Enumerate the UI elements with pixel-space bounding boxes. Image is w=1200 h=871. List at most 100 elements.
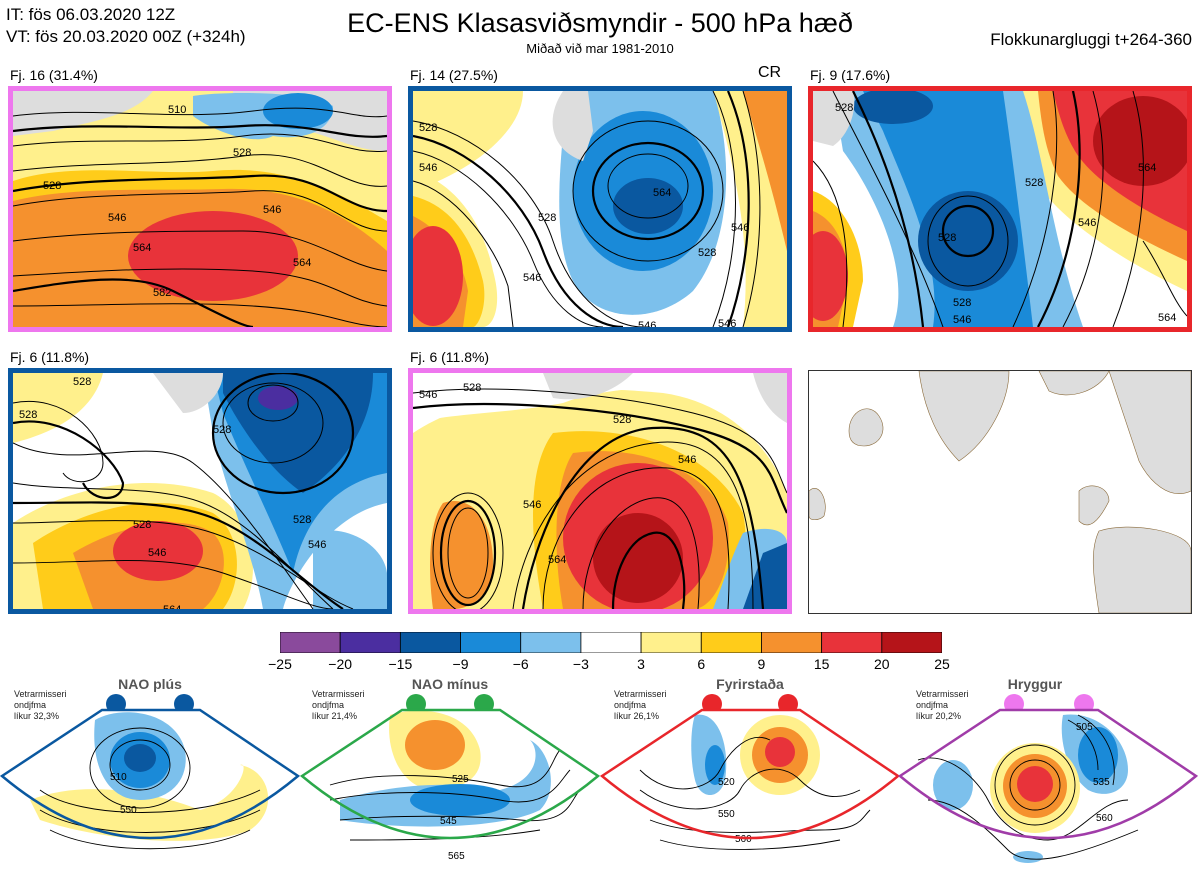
regime-title-nao-minus: NAO mínus: [411, 676, 489, 692]
issue-time: IT: fös 06.03.2020 12Z: [6, 5, 176, 24]
regime-map-blocking: 520 550 560: [600, 694, 901, 850]
height-contours: [813, 91, 1187, 327]
regime-map-nao-minus: 525 545 565: [300, 694, 601, 862]
colorbar-tick-label: −6: [512, 656, 529, 672]
anomaly-area: [128, 211, 298, 301]
contour-label: 550: [120, 805, 137, 816]
anomaly-area: [743, 543, 787, 609]
anomaly-area: [413, 373, 787, 423]
note-line: Vetrarmisseri: [916, 689, 969, 699]
height-contours: [13, 107, 387, 327]
colorbar-tick-label: 6: [697, 656, 706, 672]
contour-label: 528: [73, 376, 91, 388]
contour-label: 528: [953, 297, 971, 309]
colorbar-swatch: [580, 631, 642, 654]
note-line: Vetrarmisseri: [312, 689, 365, 699]
cluster-map-2: 528 546 528 546 546 528 546 546 564: [408, 86, 792, 332]
regime-sector-border: [0, 708, 301, 840]
colorbar-tick-label: 20: [874, 656, 890, 672]
height-contours-major: [413, 403, 787, 609]
panel-label-4: Fj. 6 (11.8%): [10, 349, 90, 365]
contour-label: 564: [548, 554, 566, 566]
anomaly-area: [1013, 851, 1043, 863]
regime-map-ridge: 505 535 560: [898, 694, 1199, 863]
colorbar-swatch: [640, 631, 702, 654]
anomaly-area: [813, 231, 848, 321]
anomaly-area: [1078, 727, 1118, 783]
contour-label: 560: [735, 834, 752, 845]
land-area: [1038, 371, 1110, 396]
land-area: [753, 373, 787, 423]
anomaly-area: [124, 744, 156, 772]
contour-label: 528: [233, 147, 251, 159]
contour-label: 564: [653, 187, 671, 199]
contour-label: 510: [110, 772, 127, 783]
regime-map-nao-plus: 510 550: [0, 694, 301, 850]
contour-label: 564: [1138, 162, 1156, 174]
contour-label: 546: [731, 222, 749, 234]
contour-label: 564: [293, 257, 311, 269]
land-area: [153, 373, 223, 413]
panel-label-5: Fj. 6 (11.8%): [410, 349, 490, 365]
colorbar-swatch: [399, 631, 461, 654]
land-area: [918, 371, 1010, 462]
contour-label: 546: [419, 389, 437, 401]
contour-label: 565: [448, 851, 465, 862]
note-line: líkur 26,1%: [614, 711, 660, 721]
note-line: líkur 21,4%: [312, 711, 358, 721]
contour-label: 564: [133, 242, 151, 254]
contour-label: 546: [263, 204, 281, 216]
contour-label: 560: [1096, 813, 1113, 824]
colorbar-swatch: [460, 631, 522, 654]
colorbar-swatch: [761, 631, 823, 654]
note-line: Vetrarmisseri: [614, 689, 667, 699]
anomaly-area: [705, 745, 725, 785]
contour-label: 546: [523, 272, 541, 284]
contour-label: 546: [638, 320, 656, 327]
height-contours: [917, 714, 1139, 860]
contour-label: 546: [148, 547, 166, 559]
panel-label-1: Fj. 16 (31.4%): [10, 67, 98, 83]
regime-note-nao-minus: Vetrarmisseri ondjfma líkur 21,4%: [312, 689, 365, 722]
contour-label: 528: [419, 122, 437, 134]
contour-label: 528: [463, 382, 481, 394]
contour-label: 525: [452, 774, 469, 785]
note-line: líkur 20,2%: [916, 711, 962, 721]
land-area: [1092, 526, 1191, 613]
anomaly-area: [918, 191, 1018, 291]
regime-note-ridge: Vetrarmisseri ondjfma líkur 20,2%: [916, 689, 969, 722]
colorbar-swatch: [520, 631, 582, 654]
regime-title-nao-plus: NAO plús: [118, 676, 182, 692]
colorbar-swatch: [881, 631, 943, 654]
contour-label: 546: [523, 499, 541, 511]
land-area: [1108, 371, 1191, 494]
contour-label: 546: [678, 454, 696, 466]
note-line: ondjfma: [14, 700, 47, 710]
colorbar-tick-label: −15: [388, 656, 413, 672]
contour-label: 528: [835, 102, 853, 114]
land-area: [1078, 485, 1110, 526]
contour-label: 564: [1158, 312, 1176, 324]
height-contours-major: [852, 91, 1081, 327]
anomaly-area: [410, 784, 510, 816]
cluster-map-5: 546 528 528 546 546 564: [408, 368, 792, 614]
height-contours: [13, 382, 354, 609]
height-contours: [413, 388, 787, 609]
cluster-map-3: 528 564 528 546 528 546 528 564: [808, 86, 1192, 332]
regime-sector-border: [300, 708, 601, 840]
contour-label: 546: [1078, 217, 1096, 229]
panel-label-3: Fj. 9 (17.6%): [810, 67, 891, 83]
colorbar-tick-label: −25: [268, 656, 292, 672]
regime-sector-border: [600, 708, 901, 840]
land-area: [13, 91, 153, 136]
colorbar-tick-label: 15: [813, 656, 830, 672]
regime-sector-border: [898, 708, 1199, 840]
regime-title-blocking: Fyrirstaða: [716, 676, 784, 692]
contour-label: 528: [19, 409, 37, 421]
regime-note-nao-plus: Vetrarmisseri ondjfma líkur 32,3%: [14, 689, 67, 722]
contour-label: 528: [938, 232, 956, 244]
contour-label: 528: [1025, 177, 1043, 189]
anomaly-area: [765, 737, 795, 767]
anomaly-area: [263, 93, 333, 129]
contour-label: 528: [133, 519, 151, 531]
